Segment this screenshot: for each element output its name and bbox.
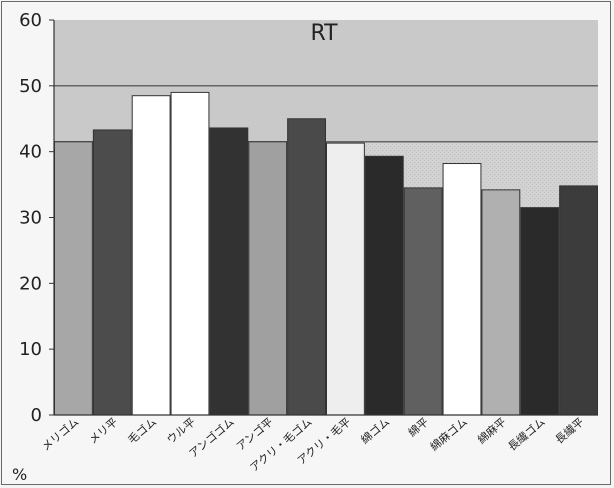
x-tick-label-2: 毛ゴム bbox=[125, 415, 159, 447]
y-tick-label-3: 30 bbox=[19, 208, 42, 229]
y-axis-ticks: 0 10 20 30 40 50 60 bbox=[19, 10, 54, 426]
bar-4 bbox=[209, 127, 249, 416]
bar-8 bbox=[364, 155, 404, 416]
x-tick-label-9: 綿平 bbox=[405, 415, 431, 440]
bar-12 bbox=[520, 207, 560, 416]
x-tick-label-10: 綿麻ゴム bbox=[427, 415, 470, 454]
x-tick-label-1: メリ平 bbox=[87, 415, 121, 446]
bar-7 bbox=[326, 142, 365, 416]
bar-9 bbox=[403, 187, 443, 416]
bar-0 bbox=[54, 141, 93, 416]
bar-10 bbox=[442, 163, 482, 416]
x-tick-label-3: ウル平 bbox=[164, 415, 198, 446]
bar-2 bbox=[131, 95, 171, 416]
chart-title: RT bbox=[310, 21, 338, 46]
y-tick-label-5: 50 bbox=[19, 76, 42, 97]
x-tick-label-8: 綿ゴム bbox=[358, 415, 392, 447]
bar-5 bbox=[248, 141, 288, 416]
y-unit-label: % bbox=[12, 465, 27, 484]
y-tick-label-6: 60 bbox=[19, 10, 42, 31]
x-tick-label-11: 綿麻平 bbox=[475, 415, 509, 447]
bars bbox=[54, 91, 599, 416]
x-tick-label-0: メリゴム bbox=[39, 415, 82, 454]
y-tick-label-4: 40 bbox=[19, 142, 42, 163]
bar-1 bbox=[92, 129, 132, 416]
bar-3 bbox=[170, 91, 210, 416]
bar-11 bbox=[481, 189, 521, 416]
y-tick-label-2: 20 bbox=[19, 273, 42, 294]
x-tick-label-12: 長繊ゴム bbox=[505, 415, 548, 454]
x-tick-label-13: 長繊平 bbox=[553, 415, 587, 446]
y-tick-label-0: 0 bbox=[31, 405, 42, 426]
bar-6 bbox=[287, 118, 326, 416]
y-tick-label-1: 10 bbox=[19, 339, 42, 360]
bar-13 bbox=[559, 185, 599, 416]
